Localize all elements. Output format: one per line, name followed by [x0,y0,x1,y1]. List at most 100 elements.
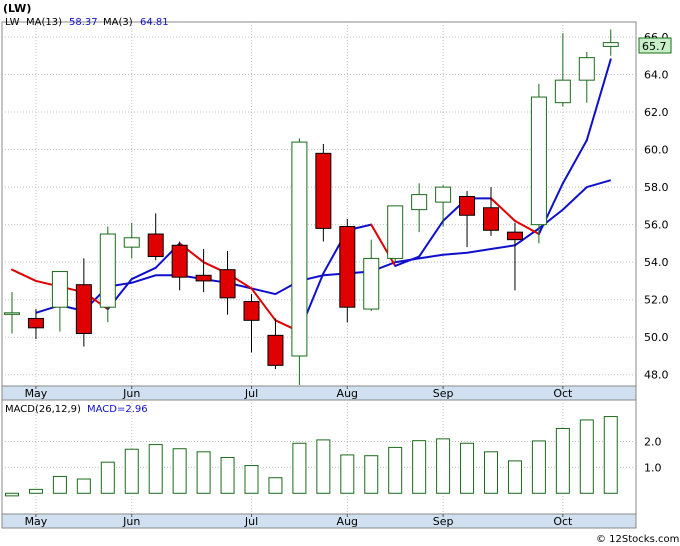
ma3-segment [250,287,277,322]
candlestick [554,33,571,107]
price-x-tick-label: Jul [244,387,258,400]
macd-bar [124,448,139,494]
candle-body [4,312,20,315]
legend-ticker: LW [5,17,20,28]
candlestick [411,183,428,233]
price-x-axis: May Jun Jul Aug Sep Oct [25,386,573,400]
legend-ma3-label: MA(3) [103,17,133,28]
candle-body [75,284,92,334]
candlestick [339,219,356,323]
macd-x-tick-label: Sep [433,515,454,528]
candlestick [4,292,20,334]
ma3-segment [513,219,540,236]
price-tag-box [638,37,672,54]
macd-bar [5,492,19,497]
candlestick [291,138,308,385]
candlestick [459,190,476,248]
candlestick [315,143,332,242]
macd-bar [28,488,43,494]
candle-body [459,195,476,216]
macd-value-label: MACD=2.96 [87,404,148,415]
candlestick [171,241,188,291]
price-y-tick-label: 62.0 [644,106,669,119]
macd-x-tick-label: Jul [244,515,258,528]
candle-body [602,42,619,47]
candle-body [339,226,356,308]
price-y-tick-label: 50.0 [644,331,669,344]
candlesticks [4,29,619,385]
candle-body [147,233,164,258]
candlestick [75,258,92,347]
macd-bar [268,477,283,494]
price-y-tick-label: 58.0 [644,181,669,194]
candle-body [243,301,260,321]
ma3-segment [418,219,445,258]
macd-bar [555,428,570,494]
price-x-tick-label: May [25,387,48,400]
watermark: © 12Stocks.com [596,534,679,545]
candlestick [483,187,499,236]
candle-body [435,186,452,203]
price-x-axis-band [1,385,637,401]
candle-body [267,334,284,366]
macd-x-tick-label: Jun [122,515,140,528]
macd-bar [388,446,403,494]
candlestick [99,226,116,323]
candlestick [51,271,68,332]
candle-body [506,231,523,241]
macd-bar [507,460,522,494]
candle-body [291,141,308,357]
price-x-tick-label: Oct [553,387,573,400]
chart-title: (LW) [3,2,31,15]
macd-bar [484,451,498,494]
price-y-tick-label: 54.0 [644,256,669,269]
macd-bar [244,465,259,494]
price-tag: 65.7 [642,40,667,53]
macd-histogram [5,416,618,497]
macd-bar [100,461,115,494]
candlestick [267,318,284,370]
candlestick [578,52,595,103]
price-x-tick-label: Aug [337,387,358,400]
price-y-tick-label: 60.0 [644,144,669,157]
macd-x-axis: May Jun Jul Aug Sep Oct [25,514,573,528]
candle-body [195,274,212,282]
macd-bar [579,419,594,494]
legend-ma3-value: 64.81 [140,17,169,28]
candlestick [147,213,164,261]
macd-bar [412,440,427,494]
macd-y-tick-label: 1.0 [644,461,662,474]
candle-body [554,79,571,104]
candle-body [387,205,404,259]
candlestick [530,83,547,244]
candle-body [530,96,547,226]
price-x-tick-label: Sep [433,387,454,400]
ma3-segment [394,255,421,267]
macd-bar [76,478,91,494]
macd-x-tick-label: May [25,515,48,528]
candlestick [27,309,44,340]
legend-ma13-label: MA(13) [26,17,62,28]
candlestick [387,205,404,263]
candle-body [363,257,380,310]
macd-bar [172,448,187,494]
macd-bar [340,454,355,494]
price-y-axis: 66.064.062.060.058.056.054.052.050.048.0 [644,31,669,382]
candle-body [123,237,140,248]
macd-bar [196,451,211,494]
candlestick [123,222,140,259]
price-y-tick-label: 52.0 [644,294,669,307]
candle-body [171,244,188,278]
candle-body [27,317,44,329]
macd-bar [460,442,475,494]
macd-bar [436,438,451,494]
candle-body [219,269,236,299]
price-x-tick-label: Jun [122,387,140,400]
macd-bar [603,416,618,494]
ma3-segment [130,266,157,281]
candlestick [219,250,236,315]
candlestick [602,29,619,56]
macd-bar [531,440,546,494]
macd-bar [52,475,67,494]
